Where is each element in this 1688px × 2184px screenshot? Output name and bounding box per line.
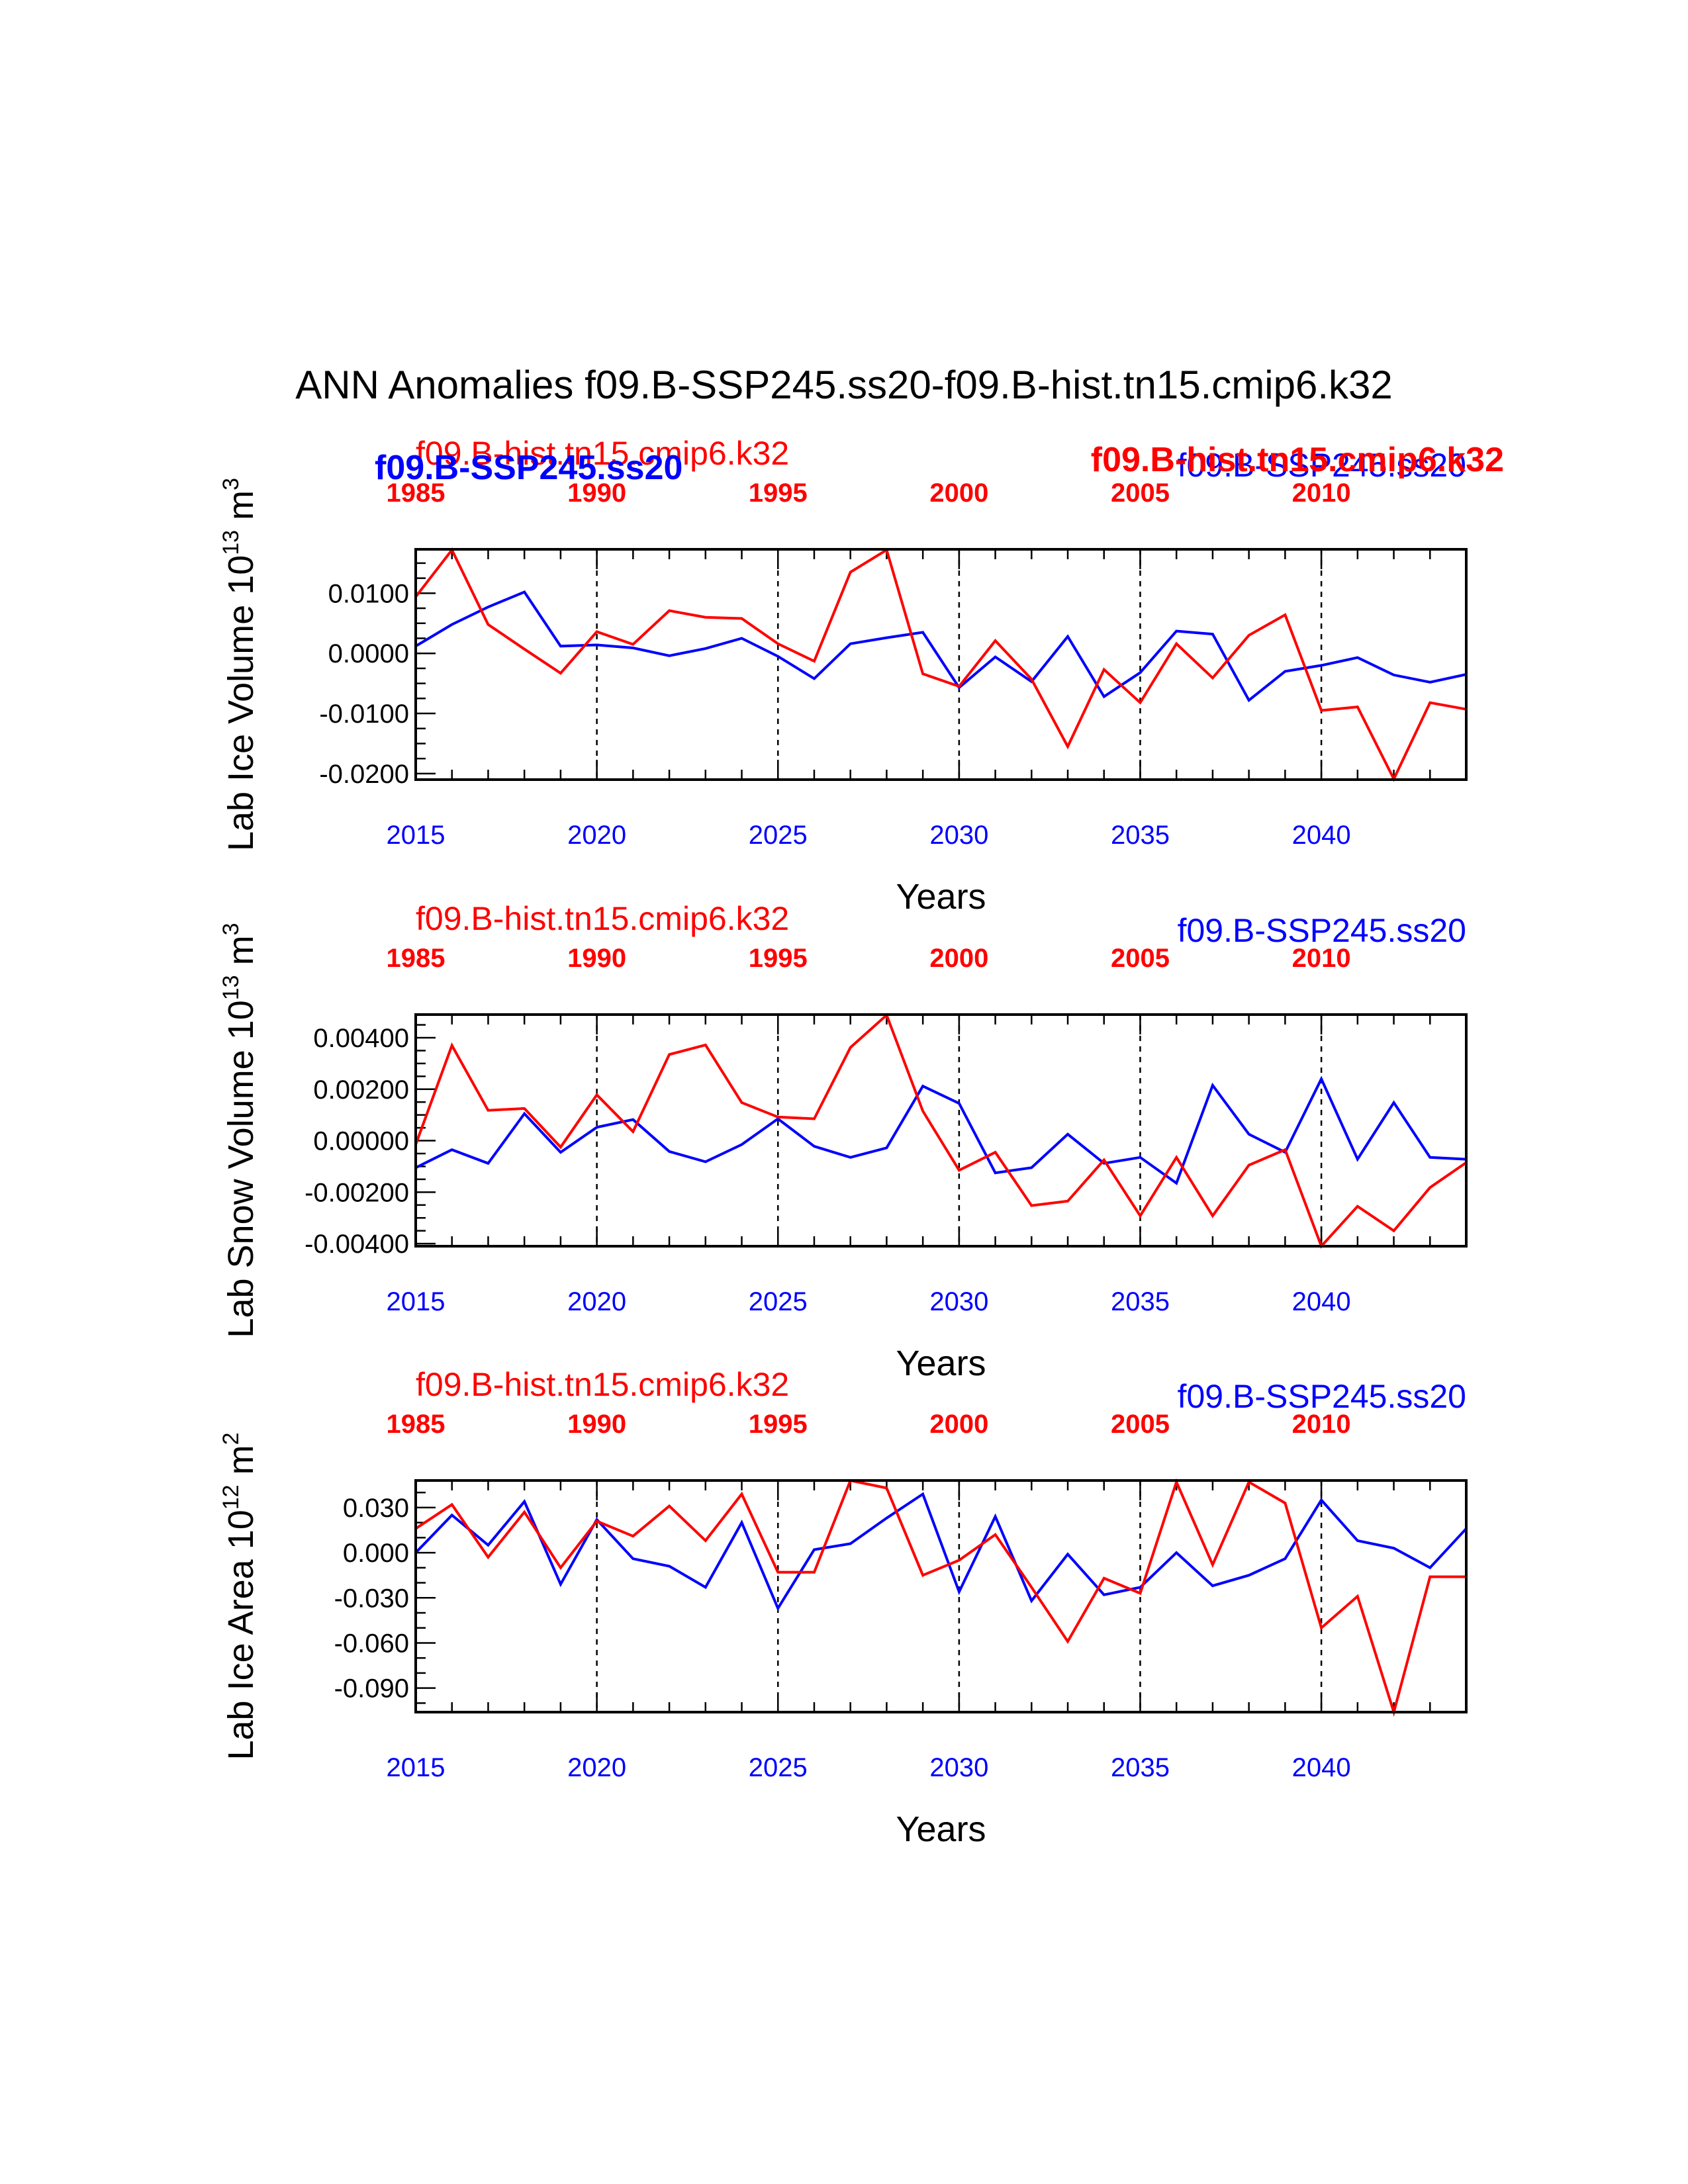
y-tick-label: -0.060 xyxy=(334,1629,409,1658)
x-tick-label-bottom: 2030 xyxy=(929,821,988,850)
x-tick-label-bottom: 2020 xyxy=(567,821,626,850)
y-tick-label: 0.030 xyxy=(343,1494,409,1523)
chart-panel-3: 0.030 0.000 -0.030 -0.060 -0.090 2015 2020 2025… xyxy=(218,1366,1468,1849)
x-tick-label-top: 2005 xyxy=(1111,944,1170,973)
y-tick-label: 0.0000 xyxy=(328,639,409,668)
top-left-series-label: f09.B-hist.tn15.cmip6.k32 xyxy=(416,900,789,937)
x-tick-label-bottom: 2040 xyxy=(1292,821,1351,850)
x-tick-label-top: 1990 xyxy=(567,478,626,508)
x-tick-label-bottom: 2035 xyxy=(1111,821,1170,850)
x-tick-label-bottom: 2040 xyxy=(1292,1753,1351,1782)
x-tick-label-bottom: 2025 xyxy=(749,1753,808,1782)
top-right-series-label: f09.B-SSP245.ss20 xyxy=(1178,447,1466,484)
top-right-series-label: f09.B-SSP245.ss20 xyxy=(1178,1378,1466,1415)
x-tick-label-top: 1995 xyxy=(749,478,808,508)
y-tick-label: 0.00000 xyxy=(313,1127,409,1156)
x-tick-label-top: 2005 xyxy=(1111,1410,1170,1439)
y-tick-label: 0.0100 xyxy=(328,579,409,608)
x-tick-label-bottom: 2030 xyxy=(929,1753,988,1782)
x-tick-label-top: 1985 xyxy=(387,1410,445,1439)
y-tick-label: -0.00200 xyxy=(305,1178,409,1207)
x-tick-label-bottom: 2015 xyxy=(387,1753,445,1782)
x-tick-label-top: 1995 xyxy=(749,1410,808,1439)
x-tick-label-bottom: 2020 xyxy=(567,1753,626,1782)
figure-title: ANN Anomalies f09.B-SSP245.ss20-f09.B-hi… xyxy=(295,363,1393,407)
top-left-series-label: f09.B-hist.tn15.cmip6.k32 xyxy=(416,435,789,472)
y-axis-label: Lab Ice Volume 1013 m3 xyxy=(218,478,261,851)
top-left-series-label: f09.B-hist.tn15.cmip6.k32 xyxy=(416,1366,789,1403)
x-tick-label-bottom: 2035 xyxy=(1111,1287,1170,1316)
x-tick-label-top: 2010 xyxy=(1292,478,1351,508)
x-tick-label-bottom: 2015 xyxy=(387,1287,445,1316)
y-tick-label: -0.00400 xyxy=(305,1230,409,1259)
x-tick-label-top: 2010 xyxy=(1292,944,1351,973)
x-tick-label-top: 2010 xyxy=(1292,1410,1351,1439)
x-tick-label-top: 1990 xyxy=(567,944,626,973)
plot-frame xyxy=(414,548,1468,781)
y-tick-label: 0.00400 xyxy=(313,1024,409,1053)
x-tick-label-top: 1985 xyxy=(387,944,445,973)
x-tick-label-bottom: 2025 xyxy=(749,1287,808,1316)
y-axis-label: Lab Snow Volume 1013 m3 xyxy=(218,923,261,1338)
series-line-hist xyxy=(414,1013,1468,1249)
y-tick-label: 0.00200 xyxy=(313,1075,409,1105)
overlay-label-blue: f09.B-SSP245.ss20 xyxy=(375,449,682,487)
x-tick-label-bottom: 2020 xyxy=(567,1287,626,1316)
x-axis-label: Years xyxy=(896,877,986,917)
x-tick-label-top: 1985 xyxy=(387,478,445,508)
x-tick-label-top: 2005 xyxy=(1111,478,1170,508)
x-tick-label-bottom: 2040 xyxy=(1292,1287,1351,1316)
series-line-ssp245 xyxy=(414,590,1467,703)
plot-frame xyxy=(414,1013,1468,1248)
y-tick-label: -0.0100 xyxy=(319,700,409,729)
y-tick-label: 0.000 xyxy=(343,1539,409,1568)
x-tick-label-top: 2000 xyxy=(929,944,988,973)
x-axis-label: Years xyxy=(896,1809,986,1849)
x-tick-label-bottom: 2030 xyxy=(929,1287,988,1316)
x-tick-label-bottom: 2035 xyxy=(1111,1753,1170,1782)
x-tick-label-top: 1990 xyxy=(567,1410,626,1439)
top-right-series-label: f09.B-SSP245.ss20 xyxy=(1178,912,1466,949)
overlay-label-red: f09.B-hist.tn15.cmip6.k32 xyxy=(1091,441,1504,479)
series-line-ssp245 xyxy=(415,1075,1467,1185)
y-tick-label: -0.030 xyxy=(334,1584,409,1613)
y-axis-label: Lab Ice Area 1012 m2 xyxy=(218,1432,261,1760)
series-line-hist xyxy=(414,1478,1466,1717)
panels: 0.0100 0.0000 -0.0100 -0.0200 2015 2020 2025 20… xyxy=(218,435,1468,1849)
x-tick-label-top: 1995 xyxy=(749,944,808,973)
chart-panel-1: 0.0100 0.0000 -0.0100 -0.0200 2015 2020 2025 20… xyxy=(218,435,1468,917)
x-tick-label-top: 2000 xyxy=(929,478,988,508)
x-tick-label-bottom: 2015 xyxy=(387,821,445,850)
x-tick-label-bottom: 2025 xyxy=(749,821,808,850)
x-axis-label: Years xyxy=(896,1343,986,1383)
y-tick-label: -0.0200 xyxy=(319,760,409,789)
series-line-hist xyxy=(414,547,1467,782)
x-tick-label-top: 2000 xyxy=(929,1410,988,1439)
plot-frame xyxy=(414,1479,1468,1713)
chart-panel-2: 0.00400 0.00200 0.00000 -0.00200 -0.00400 201… xyxy=(218,900,1468,1383)
y-tick-label: -0.090 xyxy=(334,1674,409,1704)
